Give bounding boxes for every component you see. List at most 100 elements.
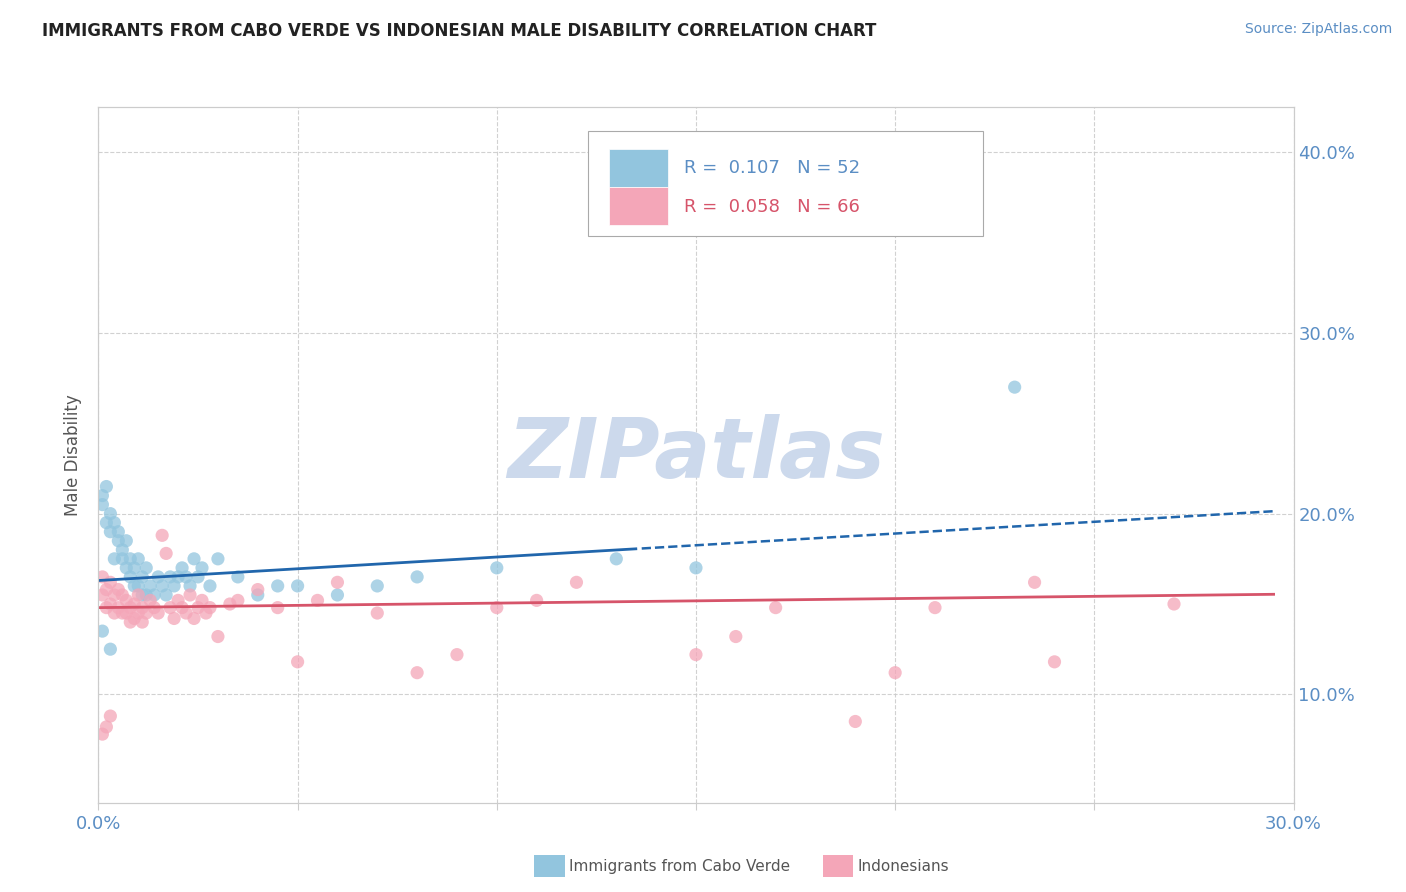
Point	[120, 615, 142, 629]
Point	[406, 570, 429, 584]
Point	[115, 533, 138, 548]
Point	[131, 615, 153, 629]
Point	[139, 593, 162, 607]
Point	[131, 600, 153, 615]
Point	[139, 579, 162, 593]
Point	[174, 570, 197, 584]
Point	[115, 561, 138, 575]
Point	[844, 714, 866, 729]
Point	[191, 593, 214, 607]
Point	[159, 570, 181, 584]
Point	[366, 606, 388, 620]
Point	[307, 593, 329, 607]
Y-axis label: Male Disability: Male Disability	[65, 394, 83, 516]
Point	[111, 606, 134, 620]
Point	[685, 561, 707, 575]
Point	[287, 579, 309, 593]
Point	[107, 533, 129, 548]
Point	[159, 600, 181, 615]
Point	[127, 579, 149, 593]
FancyBboxPatch shape	[609, 149, 668, 187]
Point	[326, 575, 349, 590]
Point	[195, 606, 218, 620]
Point	[1043, 655, 1066, 669]
Point	[107, 582, 129, 597]
Point	[267, 600, 290, 615]
Point	[96, 600, 118, 615]
Point	[115, 593, 138, 607]
Point	[107, 524, 129, 539]
Point	[91, 727, 114, 741]
Point	[219, 597, 242, 611]
Point	[267, 579, 290, 593]
Point	[111, 588, 134, 602]
Point	[1163, 597, 1185, 611]
Point	[91, 570, 114, 584]
Point	[485, 600, 508, 615]
Point	[91, 498, 114, 512]
Point	[103, 516, 125, 530]
Point	[246, 588, 269, 602]
Point	[765, 600, 787, 615]
Point	[179, 588, 201, 602]
Text: R =  0.107   N = 52: R = 0.107 N = 52	[685, 160, 860, 178]
Point	[446, 648, 468, 662]
Point	[124, 611, 146, 625]
Point	[150, 579, 173, 593]
Point	[207, 630, 229, 644]
Point	[191, 561, 214, 575]
Point	[96, 582, 118, 597]
Point	[135, 588, 157, 602]
Point	[120, 600, 142, 615]
Point	[174, 606, 197, 620]
Point	[179, 579, 201, 593]
Point	[91, 588, 114, 602]
Point	[100, 524, 122, 539]
Point	[207, 551, 229, 566]
Point	[924, 600, 946, 615]
Point	[724, 630, 747, 644]
Point	[96, 720, 118, 734]
Point	[155, 588, 177, 602]
Point	[685, 648, 707, 662]
Point	[103, 588, 125, 602]
Point	[143, 588, 166, 602]
Point	[115, 606, 138, 620]
Text: IMMIGRANTS FROM CABO VERDE VS INDONESIAN MALE DISABILITY CORRELATION CHART: IMMIGRANTS FROM CABO VERDE VS INDONESIAN…	[42, 22, 876, 40]
Point	[135, 606, 157, 620]
Point	[183, 611, 205, 625]
Point	[163, 579, 186, 593]
Point	[143, 600, 166, 615]
Point	[148, 570, 170, 584]
Point	[131, 570, 153, 584]
Point	[172, 600, 194, 615]
Point	[111, 542, 134, 557]
Point	[124, 597, 146, 611]
Point	[226, 593, 249, 607]
Point	[107, 600, 129, 615]
Point	[163, 611, 186, 625]
Point	[91, 489, 114, 503]
Point	[124, 579, 146, 593]
Point	[150, 528, 173, 542]
Text: Indonesians: Indonesians	[858, 859, 949, 873]
Point	[100, 597, 122, 611]
Point	[485, 561, 508, 575]
Point	[167, 593, 190, 607]
Point	[103, 551, 125, 566]
Point	[526, 593, 548, 607]
Text: ZIPatlas: ZIPatlas	[508, 415, 884, 495]
Point	[103, 606, 125, 620]
Point	[100, 507, 122, 521]
Point	[326, 588, 349, 602]
Point	[96, 516, 118, 530]
Point	[167, 570, 190, 584]
Point	[183, 551, 205, 566]
Point	[127, 588, 149, 602]
Text: R =  0.058   N = 66: R = 0.058 N = 66	[685, 197, 860, 216]
Text: Source: ZipAtlas.com: Source: ZipAtlas.com	[1244, 22, 1392, 37]
Point	[187, 570, 209, 584]
Point	[155, 546, 177, 560]
Point	[124, 561, 146, 575]
Point	[111, 551, 134, 566]
